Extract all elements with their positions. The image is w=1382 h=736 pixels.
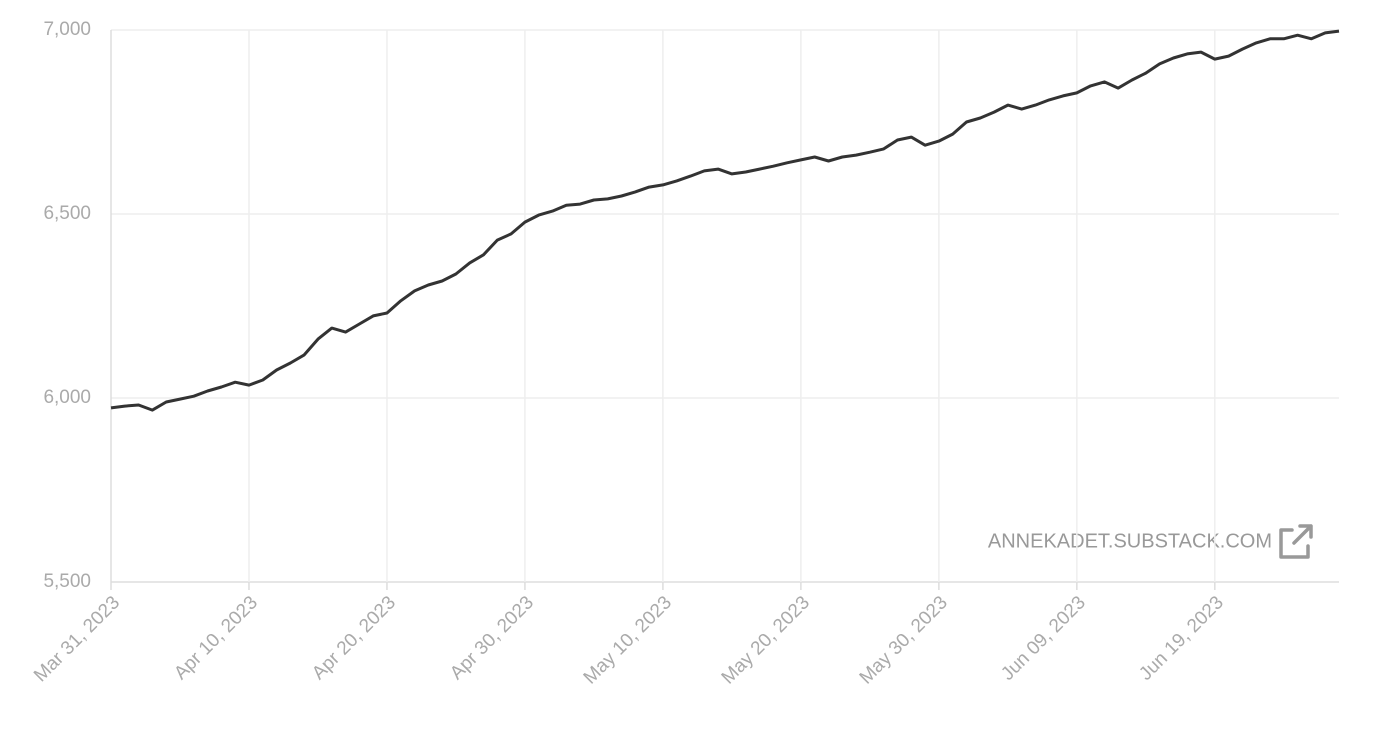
x-tick-label: Apr 30, 2023: [446, 592, 538, 684]
x-tick-label: Apr 10, 2023: [170, 592, 262, 684]
y-tick-label: 6,500: [43, 203, 91, 224]
external-link-icon: [1279, 524, 1313, 559]
x-tick-label: May 20, 2023: [718, 592, 814, 688]
data-line: [110, 29, 1340, 412]
x-tick-label: Jun 09, 2023: [997, 592, 1090, 685]
x-tick-label: May 10, 2023: [580, 592, 676, 688]
x-tick-label: May 30, 2023: [856, 592, 952, 688]
x-tick-label: Apr 20, 2023: [308, 592, 400, 684]
x-tick-label: Mar 31, 2023: [30, 592, 124, 686]
watermark: ANNEKADET.SUBSTACK.COM: [988, 530, 1272, 552]
y-tick-label: 6,000: [43, 387, 91, 408]
x-tick-label: Jun 19, 2023: [1135, 592, 1228, 685]
y-tick-label: 5,500: [43, 571, 91, 592]
y-tick-label: 7,000: [43, 19, 91, 40]
